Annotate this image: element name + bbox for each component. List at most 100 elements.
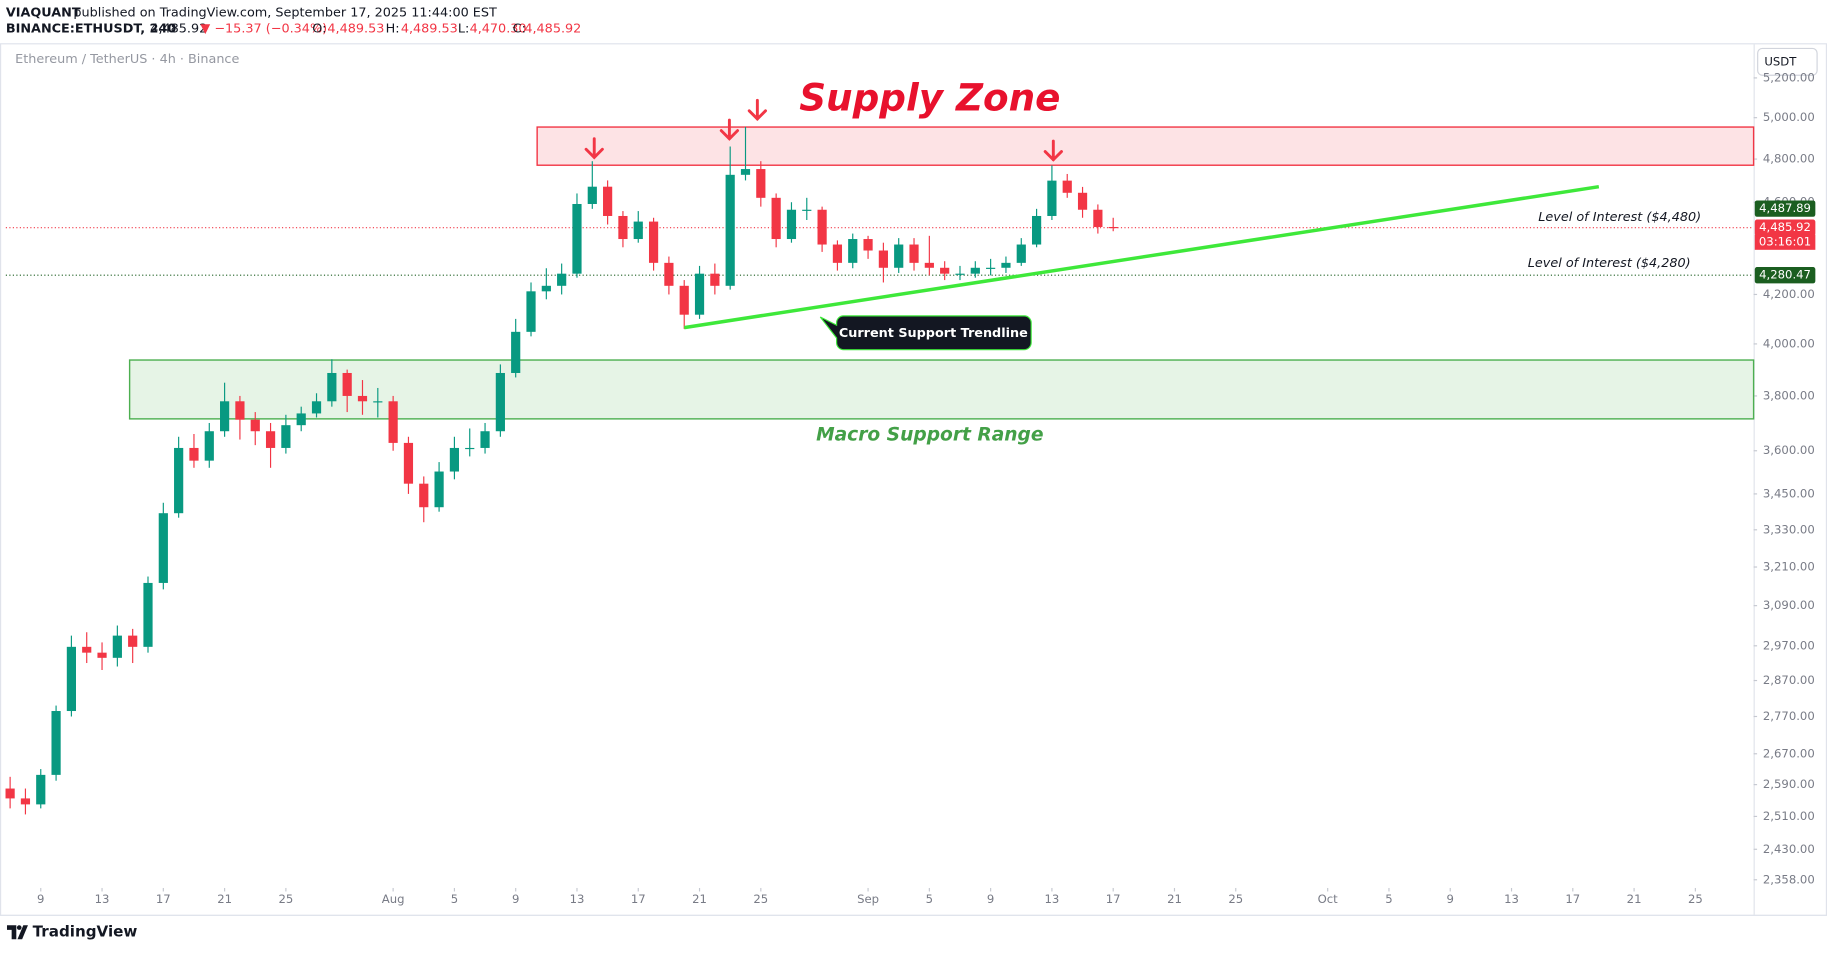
candle-body bbox=[434, 471, 444, 508]
x-tick-label: 9 bbox=[1447, 892, 1454, 906]
ohlc-value: 4,470.30 bbox=[470, 22, 527, 37]
candle-body bbox=[1108, 226, 1118, 229]
y-tick-label: 3,210.00 bbox=[1763, 560, 1815, 574]
candle-body bbox=[311, 401, 322, 414]
chart-title: Ethereum / TetherUS · 4h · Binance bbox=[15, 52, 239, 67]
arrow bbox=[719, 118, 740, 141]
candle-body bbox=[786, 209, 797, 240]
candle-body bbox=[940, 267, 950, 274]
arrow bbox=[584, 137, 604, 160]
candle-body bbox=[189, 447, 199, 461]
peak-arrows bbox=[584, 98, 1063, 162]
candle-body bbox=[679, 285, 689, 315]
y-tick-label: 4,800.00 bbox=[1763, 152, 1815, 166]
y-tick-label: 3,090.00 bbox=[1763, 598, 1815, 612]
x-tick-label: 21 bbox=[1167, 892, 1182, 906]
candle-body bbox=[143, 582, 153, 647]
price-tag bbox=[1754, 219, 1816, 236]
y-tick-label: 3,800.00 bbox=[1763, 388, 1815, 402]
y-tick-label: 4,000.00 bbox=[1763, 336, 1815, 350]
candle-body bbox=[863, 239, 873, 251]
candle-body bbox=[648, 221, 659, 263]
candle-body bbox=[20, 798, 31, 805]
y-tick-label: 3,330.00 bbox=[1763, 522, 1815, 536]
candle-body bbox=[1031, 215, 1042, 245]
price-tag bbox=[1754, 267, 1816, 284]
x-tick-label: 9 bbox=[512, 892, 519, 906]
candle-body bbox=[388, 401, 398, 443]
x-tick-label: 13 bbox=[95, 892, 110, 906]
ohlc-value: 4,485.92 bbox=[524, 22, 581, 37]
candle-body bbox=[449, 447, 460, 472]
published: published on TradingView.com, September … bbox=[73, 5, 497, 20]
x-tick-label: 9 bbox=[987, 892, 994, 906]
currency-button-frame[interactable] bbox=[1757, 47, 1818, 76]
currency-label[interactable]: USDT bbox=[1764, 54, 1797, 68]
candle-body bbox=[403, 442, 414, 484]
x-tick-label: 17 bbox=[631, 892, 646, 906]
y-tick-label: 2,590.00 bbox=[1763, 777, 1815, 791]
x-tick-label: Sep bbox=[857, 892, 879, 906]
candle-body bbox=[710, 273, 720, 286]
candle-body bbox=[112, 635, 122, 658]
annotation: Level of Interest ($4,280) bbox=[1528, 256, 1691, 271]
y-tick-label: 3,600.00 bbox=[1763, 443, 1815, 457]
candle-body bbox=[480, 431, 490, 448]
candle-body bbox=[1093, 209, 1103, 227]
brand: TradingView bbox=[6, 923, 137, 941]
candle-body bbox=[465, 447, 475, 450]
candle-body bbox=[174, 447, 184, 514]
ohlc-key: C: bbox=[513, 22, 526, 37]
candle-body bbox=[955, 273, 965, 275]
y-tick-label: 2,670.00 bbox=[1763, 746, 1815, 760]
zone bbox=[128, 359, 1755, 420]
x-tick-label: 17 bbox=[1565, 892, 1580, 906]
ohlc-key: H: bbox=[386, 22, 400, 37]
candle-body bbox=[572, 203, 582, 274]
zone bbox=[536, 126, 1755, 166]
candle-body bbox=[924, 262, 934, 268]
x-tick-label: 5 bbox=[451, 892, 458, 906]
candle-body bbox=[664, 262, 674, 286]
candle-body bbox=[327, 372, 337, 402]
x-tick-label: 13 bbox=[570, 892, 585, 906]
candle-body bbox=[342, 372, 352, 396]
candle-body bbox=[1077, 192, 1088, 210]
candle-body bbox=[771, 197, 781, 240]
plot-area: 5,200.005,000.004,800.004,600.004,200.00… bbox=[5, 70, 1816, 906]
candle-body bbox=[587, 186, 597, 204]
candle-body bbox=[36, 774, 46, 805]
candle-body bbox=[97, 652, 107, 658]
candle-body bbox=[894, 244, 904, 268]
candle-body bbox=[495, 372, 505, 432]
candle-body bbox=[5, 788, 15, 799]
candle-body bbox=[557, 273, 567, 286]
candle-body bbox=[281, 425, 291, 448]
brand-logo bbox=[6, 925, 28, 940]
candle-body bbox=[235, 401, 245, 420]
candle-body bbox=[740, 169, 751, 175]
candle-body bbox=[66, 646, 76, 712]
ohlc-value: 4,489.53 bbox=[401, 22, 458, 37]
x-tick-label: 17 bbox=[156, 892, 171, 906]
candle-body bbox=[1062, 180, 1072, 193]
currency-button[interactable]: USDT bbox=[1757, 47, 1818, 76]
x-tick-label: 25 bbox=[753, 892, 768, 906]
x-tick-label: 5 bbox=[1385, 892, 1392, 906]
y-tick-label: 5,000.00 bbox=[1763, 110, 1815, 124]
countdown-tag bbox=[1754, 234, 1816, 250]
zone-label: Macro Support Range bbox=[816, 425, 1043, 446]
ohlc-key: L: bbox=[458, 22, 469, 37]
y-tick-label: 2,770.00 bbox=[1763, 709, 1815, 723]
candle-body bbox=[802, 209, 812, 211]
candle-body bbox=[756, 169, 766, 198]
brand-logo-dot bbox=[16, 925, 22, 930]
candle-body bbox=[204, 431, 214, 461]
candle-body bbox=[128, 635, 138, 647]
candle-body bbox=[1047, 180, 1057, 216]
candle-body bbox=[220, 401, 230, 432]
candle-body bbox=[817, 209, 827, 245]
zone-label: Supply Zone bbox=[799, 76, 1060, 120]
y-tick-label: 5,200.00 bbox=[1763, 70, 1815, 84]
